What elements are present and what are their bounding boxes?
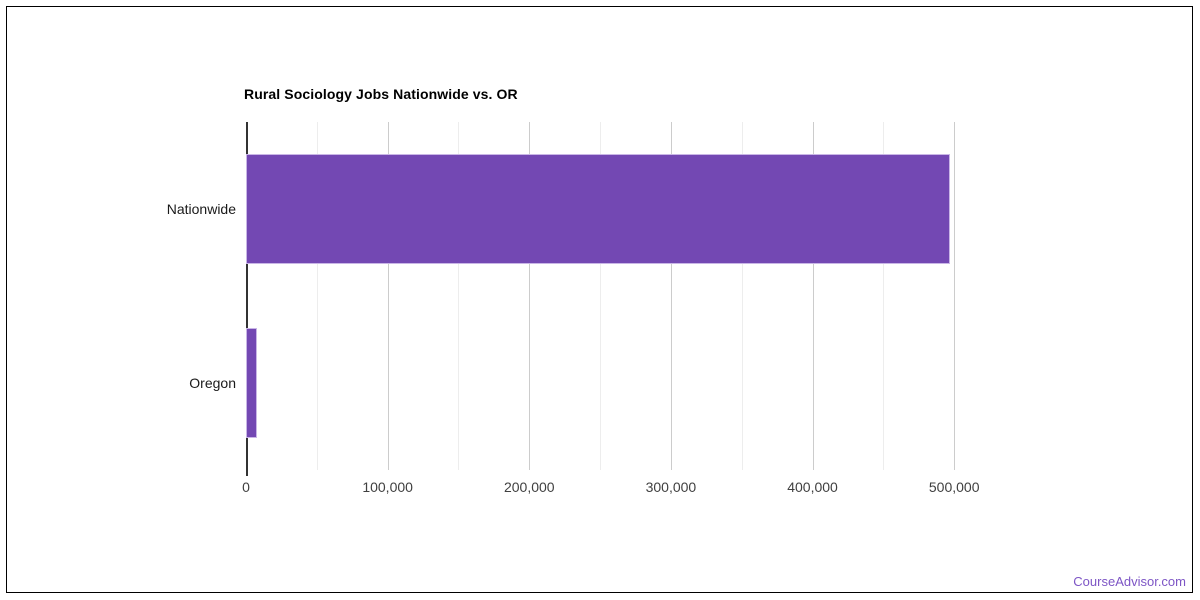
gridline-450000: [883, 122, 885, 470]
plot-area: [246, 122, 1025, 476]
x-tick-label-0: 0: [242, 479, 250, 495]
x-tick-label-4: 400,000: [787, 479, 838, 495]
gridline-150000: [458, 122, 460, 470]
chart-title: Rural Sociology Jobs Nationwide vs. OR: [244, 86, 518, 102]
gridline-500000: [954, 122, 956, 470]
gridline-100000: [387, 122, 389, 470]
category-label-oregon: Oregon: [189, 375, 236, 391]
gridline-350000: [741, 122, 743, 470]
x-tick-label-3: 300,000: [645, 479, 697, 495]
x-tick-label-2: 200,000: [503, 479, 555, 495]
gridline-300000: [670, 122, 672, 470]
courseadvisor-watermark-link[interactable]: CourseAdvisor.com: [1073, 574, 1186, 589]
category-axis: Nationwide Oregon: [0, 122, 236, 470]
image-border-frame: [6, 6, 1193, 593]
category-label-nationwide: Nationwide: [166, 201, 236, 217]
x-tick-label-5: 500,000: [928, 479, 980, 495]
bar-nationwide[interactable]: [246, 154, 950, 264]
gridline-250000: [600, 122, 602, 470]
bar-oregon[interactable]: [246, 328, 258, 438]
x-axis-ticks: 0 100,000 200,000 300,000 400,000 500,000: [242, 479, 1025, 499]
gridline-200000: [529, 122, 531, 470]
gridline-50000: [316, 122, 318, 470]
y-axis-line: [246, 122, 248, 476]
gridline-400000: [812, 122, 814, 470]
x-tick-label-1: 100,000: [362, 479, 413, 495]
